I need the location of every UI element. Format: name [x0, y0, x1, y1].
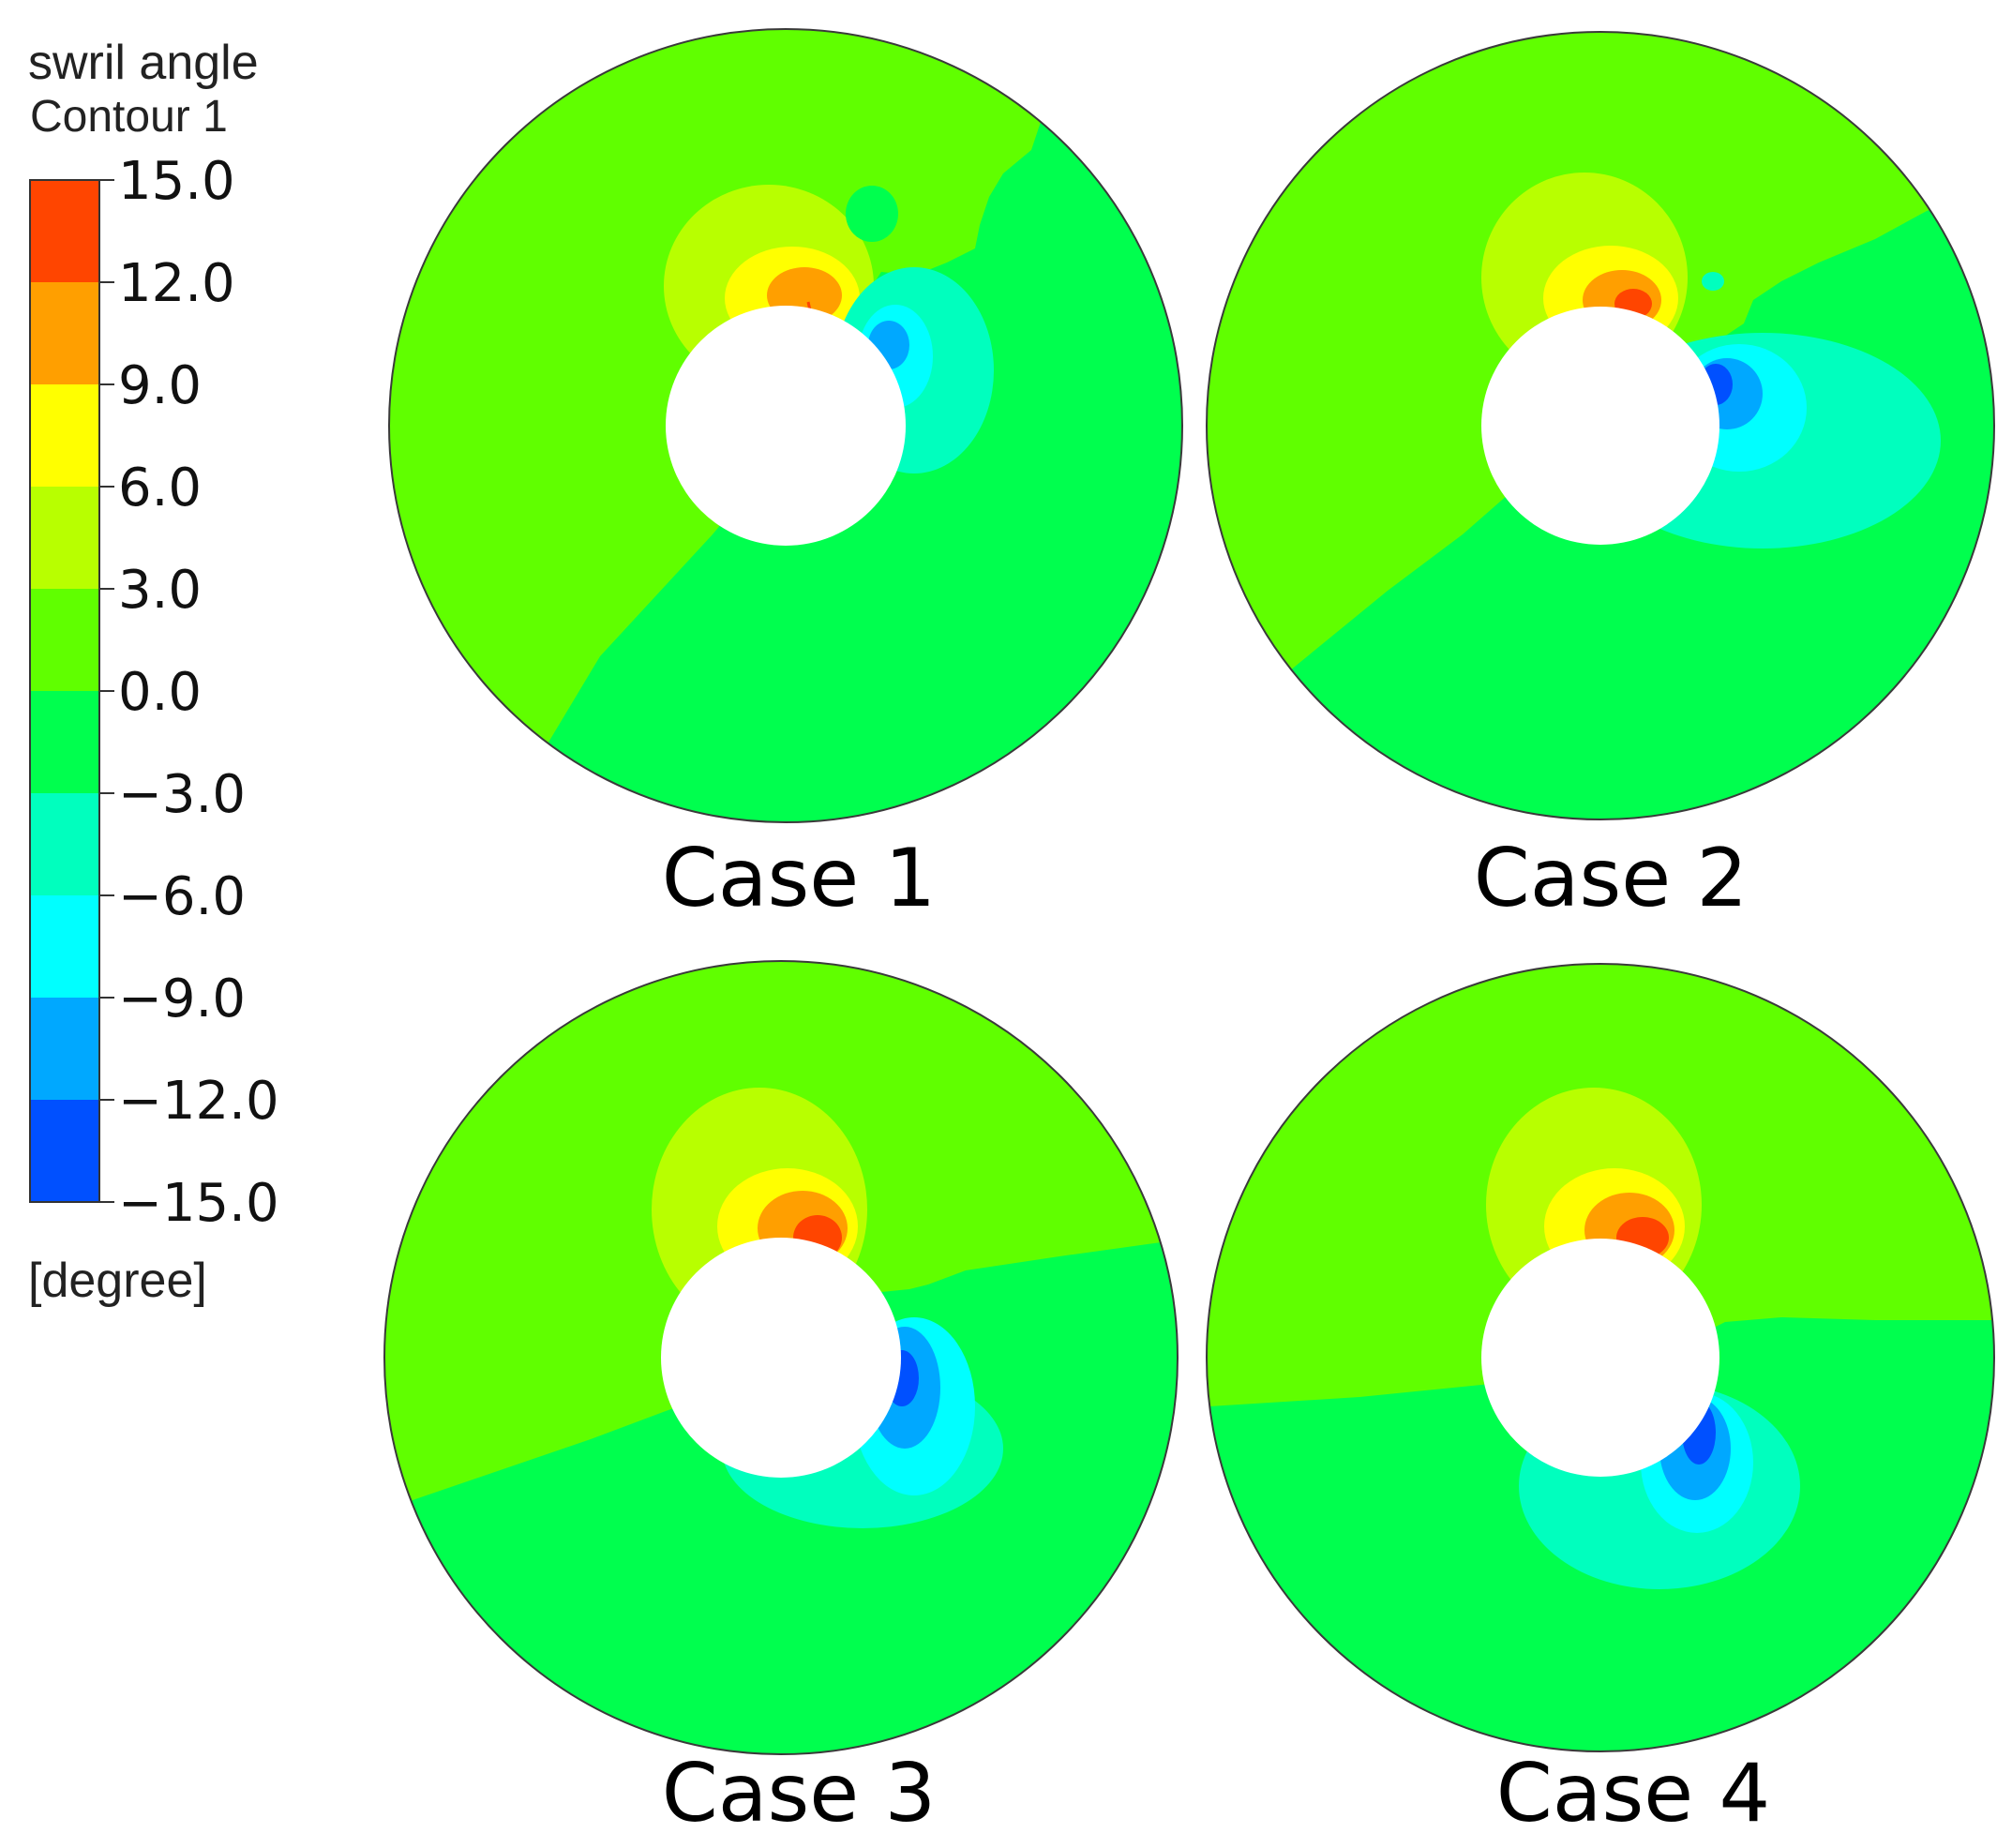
colorbar-tick-label: 15.0: [118, 151, 235, 212]
colorbar-band-6: [30, 793, 99, 895]
domain-outline: [383, 960, 1179, 1755]
panel-label: Case 4: [1496, 1747, 1771, 1840]
colorbar-band-2: [30, 384, 99, 487]
hub-cutout: [661, 1238, 901, 1478]
colorbar-legend: swril angle Contour 1 15.0 12.0 9.0 6.0 3.0 0…: [28, 36, 279, 1308]
colorbar-band-8: [30, 998, 99, 1100]
contour-panel-case-2: Case 2: [1206, 31, 1995, 925]
panel-label: Case 2: [1474, 832, 1749, 925]
hub-cutout: [1481, 1239, 1719, 1477]
swirl-small-island: [846, 186, 898, 242]
swirl-small-island: [1702, 272, 1724, 291]
colorbar-tick-label: −6.0: [118, 866, 246, 927]
contour-panel-case-1: Case 1: [388, 28, 1183, 925]
colorbar-tick-label: 6.0: [118, 458, 202, 518]
colorbar-band-4: [30, 589, 99, 691]
colorbar-tick-label: −9.0: [118, 969, 246, 1029]
domain-outline: [1206, 31, 1995, 820]
colorbar-band-3: [30, 487, 99, 589]
colorbar-bands: [30, 180, 99, 1202]
colorbar-band-7: [30, 895, 99, 998]
colorbar-tick-label: −12.0: [118, 1071, 279, 1132]
hub-cutout: [666, 306, 906, 546]
contour-panel-case-3: Case 3: [383, 960, 1179, 1840]
colorbar-tick-label: −15.0: [118, 1173, 279, 1234]
panel-label: Case 1: [662, 832, 937, 925]
colorbar-band-9: [30, 1100, 99, 1202]
colorbar-tick-label: −3.0: [118, 764, 246, 825]
domain-outline: [388, 28, 1183, 823]
colorbar-tick-label: 9.0: [118, 355, 202, 416]
colorbar-ticks: 15.0 12.0 9.0 6.0 3.0 0.0 −3.0 −6.0 −9.0 −12.0 −15…: [99, 151, 279, 1234]
colorbar-tick-label: 0.0: [118, 662, 202, 723]
hub-cutout: [1481, 307, 1719, 545]
legend-unit: [degree]: [28, 1254, 207, 1308]
colorbar-band-1: [30, 282, 99, 384]
legend-contour-name: Contour 1: [30, 92, 228, 142]
panel-label: Case 3: [662, 1747, 937, 1840]
contour-panel-case-4: Case 4: [1206, 963, 1995, 1840]
colorbar-band-0: [30, 180, 99, 282]
domain-outline: [1206, 963, 1995, 1752]
colorbar-tick-label: 3.0: [118, 560, 202, 621]
legend-variable-title: swril angle: [28, 36, 259, 90]
colorbar-tick-label: 12.0: [118, 253, 235, 314]
colorbar-band-5: [30, 691, 99, 793]
